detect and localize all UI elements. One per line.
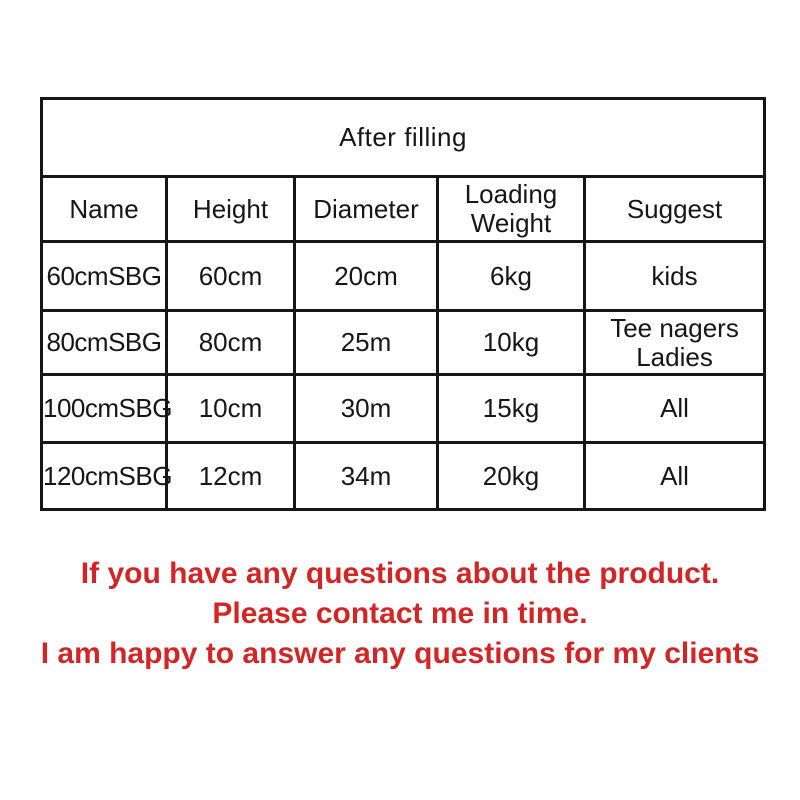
- suggest-cell: Tee nagers Ladies: [582, 309, 767, 376]
- footer-line-2: Please contact me in time.: [212, 597, 588, 630]
- column-header-suggest: Suggest: [582, 175, 767, 243]
- table-row: 80cmSBG 80cm 25m 10kg Tee nagers Ladies: [40, 309, 767, 376]
- suggest-cell: All: [582, 441, 767, 511]
- height-cell: 80cm: [165, 309, 296, 376]
- height-cell: 12cm: [165, 441, 296, 511]
- table-title: After filling: [39, 97, 767, 178]
- loading-weight-cell: 6kg: [436, 240, 586, 312]
- spec-table: After filling Name Height Diameter Loadi…: [39, 97, 767, 511]
- name-cell: 100cmSBG: [40, 373, 172, 444]
- column-header-name: Name: [40, 175, 168, 243]
- footer-line-1: If you have any questions about the prod…: [80, 557, 720, 590]
- footer-note: If you have any questions about the prod…: [0, 554, 800, 674]
- loading-weight-cell: 10kg: [436, 309, 586, 376]
- footer-line-3: I am happy to answer any questions for m…: [40, 637, 760, 670]
- header-row: Name Height Diameter Loading Weight Sugg…: [40, 175, 767, 243]
- loading-weight-cell: 15kg: [436, 373, 586, 444]
- name-cell: 120cmSBG: [40, 441, 172, 511]
- suggest-cell: kids: [582, 240, 767, 312]
- column-header-height: Height: [165, 175, 296, 243]
- column-header-loading-weight: Loading Weight: [436, 175, 586, 243]
- table-row: 100cmSBG 10cm 30m 15kg All: [40, 373, 767, 444]
- column-header-diameter: Diameter: [293, 175, 439, 243]
- diameter-cell: 25m: [293, 309, 439, 376]
- diameter-cell: 34m: [293, 441, 439, 511]
- name-cell: 80cmSBG: [40, 309, 168, 376]
- name-cell: 60cmSBG: [40, 240, 168, 312]
- suggest-cell: All: [582, 373, 767, 444]
- title-row: After filling: [39, 97, 767, 178]
- table-row: 60cmSBG 60cm 20cm 6kg kids: [40, 240, 767, 312]
- table-row: 120cmSBG 12cm 34m 20kg All: [40, 441, 767, 511]
- height-cell: 10cm: [165, 373, 296, 444]
- height-cell: 60cm: [165, 240, 296, 312]
- loading-weight-cell: 20kg: [436, 441, 586, 511]
- diameter-cell: 20cm: [293, 240, 439, 312]
- diameter-cell: 30m: [293, 373, 439, 444]
